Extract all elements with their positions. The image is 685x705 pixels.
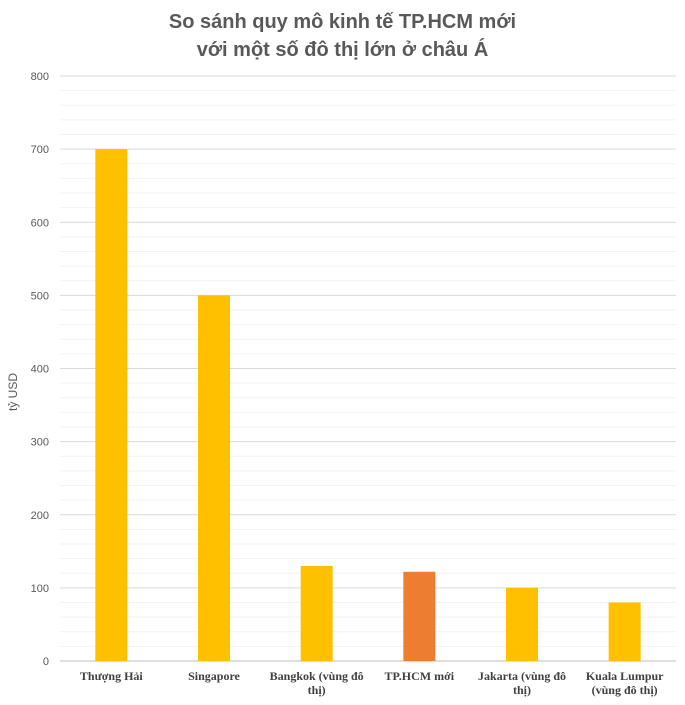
x-tick-label: thị) [513,683,531,697]
chart-title-line-2: với một số đô thị lớn ở châu Á [196,39,489,61]
y-tick-label: 100 [31,583,49,595]
y-tick-label: 0 [43,656,49,668]
y-tick-label: 200 [31,510,49,522]
y-tick-label: 800 [31,71,49,83]
bar [95,149,128,661]
y-tick-label: 600 [31,217,49,229]
x-tick-label: Jakarta (vùng đô [478,669,566,683]
x-tick-label: Singapore [188,669,240,683]
y-tick-label: 500 [31,290,49,302]
y-tick-label: 700 [31,144,49,156]
bar [608,602,641,661]
y-tick-label: 300 [31,437,49,449]
x-tick-label: (vùng đô thị) [592,683,658,697]
chart-title: So sánh quy mô kinh tế TP.HCM mới với mộ… [0,8,685,64]
chart-title-line-1: So sánh quy mô kinh tế TP.HCM mới [168,11,517,33]
bar [403,571,436,661]
y-tick-label: 400 [31,364,49,376]
bar [300,565,333,661]
x-tick-label: Thượng Hải [80,669,144,683]
bar [198,295,230,661]
x-tick-label: TP.HCM mới [385,669,455,683]
bar [506,587,538,661]
x-tick-label: Bangkok (vùng đô [270,669,364,683]
x-tick-label: thị) [308,683,326,697]
x-tick-label: Kuala Lumpur [586,669,664,683]
